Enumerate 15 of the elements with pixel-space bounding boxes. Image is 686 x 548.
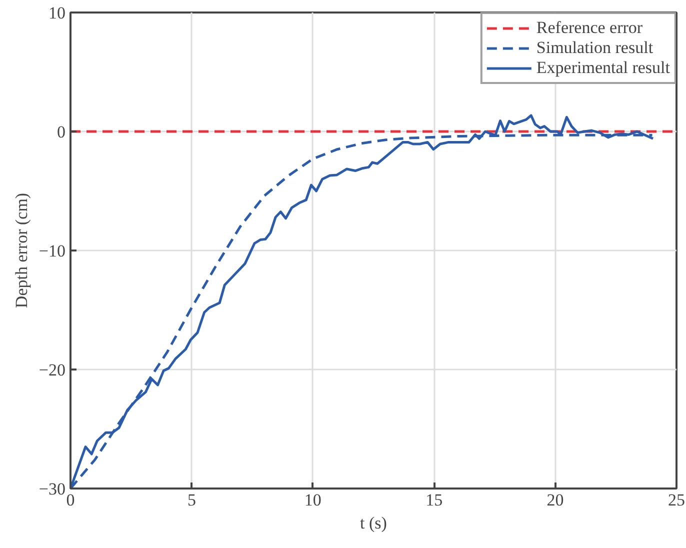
y-tick-label: −20 [38,360,66,380]
y-tick-label: −10 [38,242,66,260]
x-tick-label: 10 [304,490,322,510]
x-tick-label: 25 [668,490,685,510]
x-tick-label: 15 [426,490,443,510]
y-tick-label: −30 [38,480,66,498]
legend-label: Simulation result [536,38,654,58]
legend-label: Experimental result [536,58,670,78]
x-axis-title: t (s) [360,514,387,532]
y-tick-label: 10 [48,4,66,22]
x-tick-label: 5 [187,490,196,510]
y-tick-label: 0 [57,122,66,142]
x-tick-label: 20 [546,490,564,510]
legend-label: Reference error [536,18,643,38]
y-axis-title: Depth error (cm) [12,192,31,308]
